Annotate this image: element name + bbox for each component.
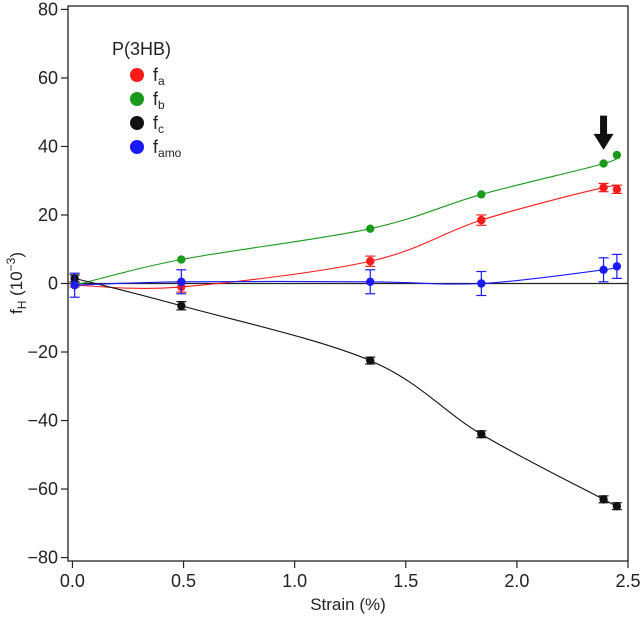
series-f_amo <box>69 253 622 298</box>
data-point-f_a <box>477 215 486 225</box>
data-point-f_amo <box>177 277 186 286</box>
y-tick-label: −60 <box>27 479 58 499</box>
data-point-f_b <box>366 224 375 233</box>
legend-marker-f_b <box>130 92 144 106</box>
y-tick-label: −80 <box>27 548 58 568</box>
legend-marker-f_a <box>130 68 144 82</box>
data-point-f_c <box>177 301 186 310</box>
data-point-f_b <box>477 190 486 199</box>
data-point-f_a <box>366 257 375 266</box>
data-point-f_c <box>477 430 486 439</box>
y-tick-label: −40 <box>27 411 58 431</box>
y-axis-title-main: f <box>7 309 26 314</box>
series-f_b <box>70 150 622 290</box>
legend-title: P(3HB) <box>112 39 171 59</box>
data-point-f_amo <box>70 281 79 290</box>
data-point-f_a <box>612 185 622 194</box>
data-point-f_c <box>612 501 622 511</box>
data-point-f_c <box>599 495 608 504</box>
annotation-layer <box>593 115 614 150</box>
data-point-f_c <box>366 356 375 365</box>
data-point-f_amo <box>599 265 608 274</box>
y-tick-label: 0 <box>48 274 58 294</box>
legend-marker-f_c <box>130 116 144 130</box>
x-tick-label: 2.5 <box>615 571 640 591</box>
x-tick-label: 1.0 <box>282 571 307 591</box>
x-tick-label: 2.0 <box>504 571 529 591</box>
data-point-f_b <box>612 150 622 160</box>
series-layer <box>69 150 622 511</box>
y-axis-title: fH (10−3) <box>4 252 29 314</box>
legend-label-f_amo: famo <box>153 137 182 160</box>
data-point-f_amo <box>477 279 486 288</box>
data-point-f_b <box>599 159 608 168</box>
annotation-arrow-head <box>593 133 614 150</box>
y-tick-label: 80 <box>38 0 58 19</box>
legend-label-f_a: fa <box>153 65 165 88</box>
y-tick-label: 40 <box>38 136 58 156</box>
y-axis-title-exp: −3 <box>4 257 18 271</box>
x-tick-label: 1.5 <box>393 571 418 591</box>
series-line-f_a <box>74 185 619 289</box>
series-line-f_amo <box>74 265 619 286</box>
series-f_a <box>69 182 622 293</box>
data-point-f_a <box>599 183 608 192</box>
legend-label-f_c: fc <box>153 113 164 136</box>
data-point-f_b <box>177 255 186 264</box>
y-tick-label: 20 <box>38 205 58 225</box>
legend-label-f_b: fb <box>153 89 165 112</box>
y-tick-label: −20 <box>27 342 58 362</box>
y-axis-title-close: ) <box>7 252 26 258</box>
x-tick-label: 0.0 <box>60 571 85 591</box>
y-tick-label: 60 <box>38 68 58 88</box>
y-axis-title-open: (10 <box>7 271 26 300</box>
legend-marker-f_amo <box>130 140 144 154</box>
data-point-f_amo <box>366 277 375 286</box>
series-line-f_c <box>74 277 619 508</box>
x-axis: 0.0 0.5 1.0 1.5 2.0 2.5 <box>60 561 640 591</box>
data-point-f_amo <box>612 262 622 271</box>
x-axis-title: Strain (%) <box>310 595 386 614</box>
series-f_c <box>69 274 622 511</box>
y-axis-title-sub: H <box>15 301 29 310</box>
y-axis: −80 −60 −40 −20 0 20 40 60 80 <box>27 0 68 568</box>
x-tick-label: 0.5 <box>171 571 196 591</box>
